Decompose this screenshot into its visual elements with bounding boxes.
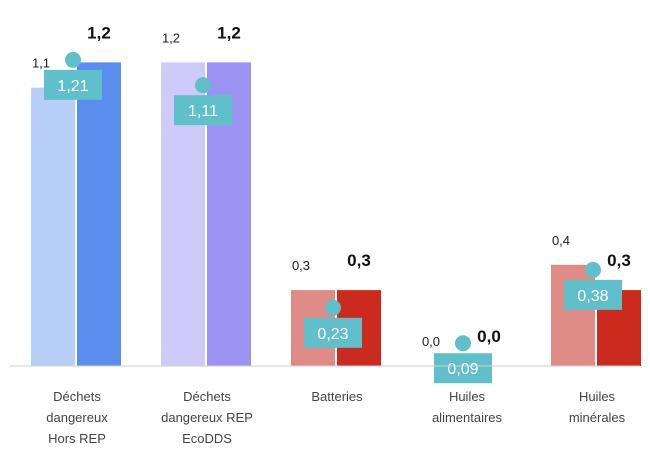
category-label-0: Déchets dangereux Hors REP	[46, 389, 108, 446]
marker-label-series3-0: 1,21	[57, 78, 88, 95]
category-label-line: dangereux	[46, 410, 108, 425]
marker-series3-3	[455, 335, 471, 352]
category-label-line: dangereux REP	[161, 410, 253, 425]
category-label-1: Déchets dangereux REP EcoDDS	[161, 389, 253, 446]
marker-series3-0	[65, 51, 81, 68]
marker-series3-4	[585, 261, 601, 278]
data-label-series2-0: 1,2	[87, 23, 111, 42]
category-label-4: Huiles minérales	[569, 389, 626, 425]
marker-series3-2	[325, 299, 341, 316]
marker-label-series3-3: 0,09	[447, 361, 478, 378]
bar-series1-0	[31, 87, 75, 366]
category-label-line: alimentaires	[432, 410, 503, 425]
marker-series3-1	[195, 77, 211, 94]
data-label-series2-4: 0,3	[607, 251, 631, 270]
marker-label-series3-4: 0,38	[577, 288, 608, 305]
data-label-series2-2: 0,3	[347, 251, 371, 270]
marker-box-series3-3	[434, 353, 492, 384]
category-label-line: Huiles	[449, 389, 486, 404]
data-label-series2-1: 1,2	[217, 23, 241, 42]
category-label-line: Déchets	[183, 389, 231, 404]
marker-box-series3-1	[174, 95, 232, 126]
category-label-line: EcoDDS	[182, 431, 232, 446]
marker-label-series3-2: 0,23	[317, 326, 348, 343]
category-label-line: Déchets	[53, 389, 101, 404]
category-label-line: Huiles	[579, 389, 616, 404]
marker-box-series3-0	[44, 69, 102, 100]
category-label-line: Hors REP	[48, 431, 106, 446]
data-label-series1-1: 1,2	[162, 30, 180, 45]
data-label-series1-0: 1,1	[32, 56, 50, 71]
marker-label-series3-1: 1,11	[188, 103, 218, 120]
data-label-series1-4: 0,4	[552, 233, 570, 248]
category-label-line: Batteries	[311, 389, 363, 404]
category-label-2: Batteries	[311, 389, 363, 404]
data-label-series1-3: 0,0	[422, 334, 440, 349]
bar-series2-0	[77, 62, 121, 367]
marker-box-series3-2	[304, 317, 362, 348]
data-label-series1-2: 0,3	[292, 258, 310, 273]
category-label-line: minérales	[569, 410, 626, 425]
data-label-series2-3: 0,0	[477, 327, 501, 346]
category-label-3: Huiles alimentaires	[432, 389, 503, 425]
marker-box-series3-4	[564, 279, 622, 310]
